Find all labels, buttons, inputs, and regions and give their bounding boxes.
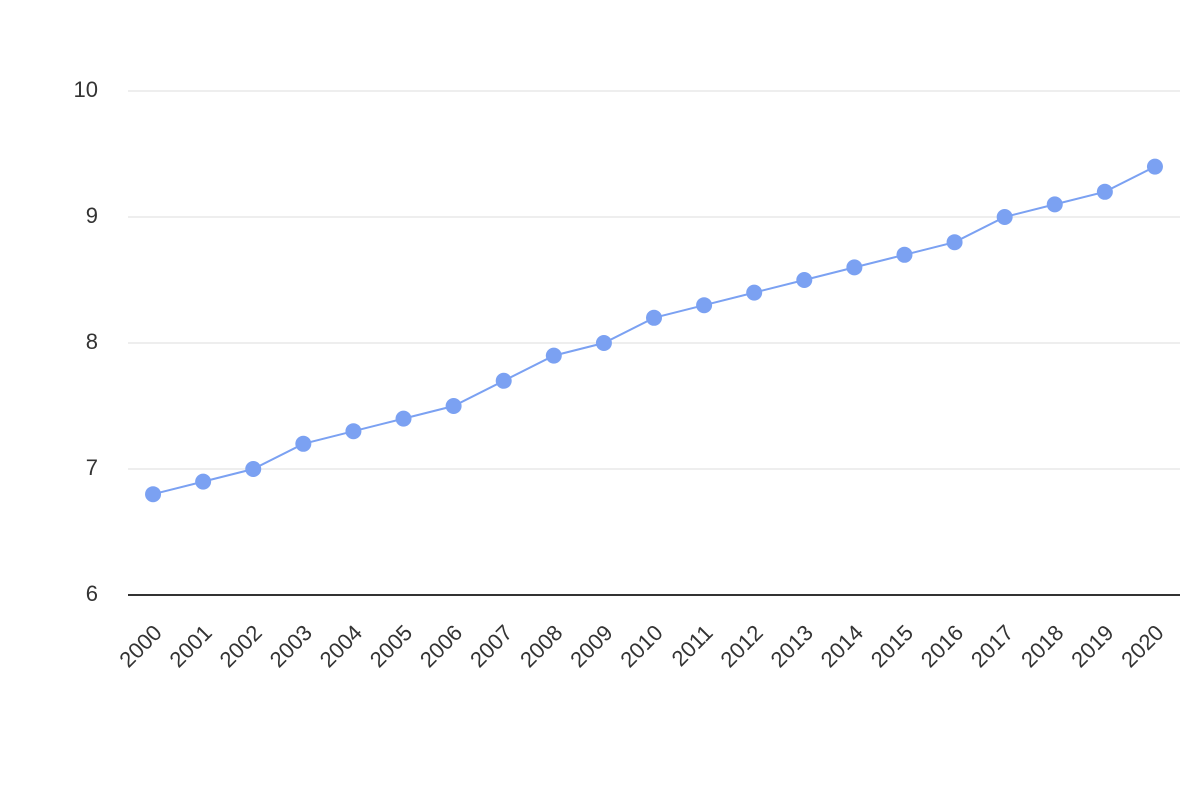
point [295,435,312,452]
x-tick-label: 2008 [515,620,567,672]
point [545,347,562,364]
point [195,473,212,490]
x-tick-label: 2001 [164,620,216,672]
point [846,259,863,276]
x-tick-label: 2005 [365,620,417,672]
point [646,309,662,326]
point [946,234,963,251]
x-tick-label: 2018 [1016,620,1068,672]
point [145,486,162,503]
point [245,461,262,477]
point [696,297,713,314]
point [345,423,362,440]
point [395,410,412,427]
x-tick-label: 2020 [1116,620,1168,672]
point [495,372,512,389]
x-tick-label: 2011 [667,620,718,671]
x-tick-label: 2003 [265,620,317,672]
y-tick-label: 8 [86,329,98,354]
x-tick-label: 2016 [916,620,968,672]
y-tick-label: 10 [74,77,98,102]
x-tick-label: 2002 [215,620,267,672]
x-tick-label: 2015 [866,620,918,672]
point [445,398,462,414]
y-tick-label: 9 [86,203,98,228]
x-tick-label: 2012 [716,620,768,672]
point [595,335,612,351]
x-tick-label: 2007 [465,620,517,672]
x-tick-label: 2000 [114,620,166,672]
point [746,284,763,301]
point [896,246,913,263]
x-tick-label: 2010 [615,620,667,672]
y-tick-label: 6 [86,581,98,606]
x-tick-label: 2013 [766,620,818,672]
x-tick-label: 2006 [415,620,467,672]
x-tick-label: 2009 [565,620,617,672]
x-tick-label: 2014 [816,620,868,672]
point [796,272,813,288]
x-tick-label: 2017 [966,620,1018,672]
x-tick-label: 2004 [315,620,367,672]
point [996,209,1013,225]
point [1096,183,1113,200]
y-tick-label: 7 [86,455,98,480]
x-tick-label: 2019 [1066,620,1118,672]
point [1146,158,1163,175]
point [1046,196,1063,213]
